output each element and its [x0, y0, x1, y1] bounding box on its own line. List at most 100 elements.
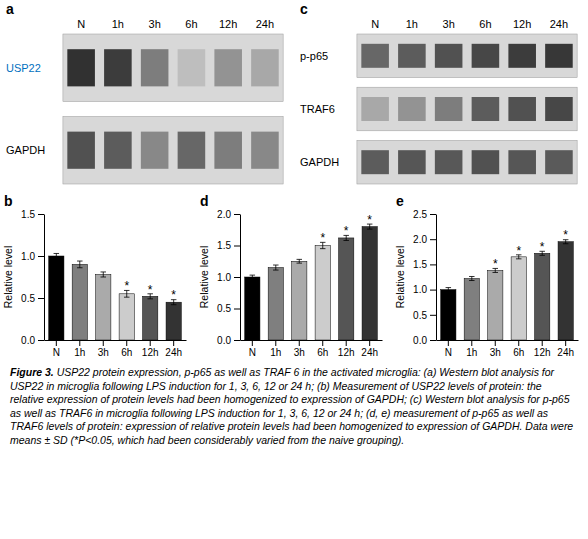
lane-label: 12h [219, 18, 237, 30]
tick-mark [322, 340, 323, 346]
band [141, 132, 169, 169]
x-tick: 3h [490, 340, 501, 358]
caption: Figure 3. USP22 protein expression, p-p6… [0, 364, 588, 447]
error-bar-cap [539, 255, 544, 256]
row-label: USP22 [6, 62, 41, 74]
panel-label: e [396, 193, 404, 209]
tick-mark [495, 340, 496, 346]
lane-label: 1h [406, 18, 418, 30]
tick-label: 0.0 [21, 335, 35, 346]
tick-mark [173, 340, 174, 346]
tick-mark [150, 340, 151, 346]
bar [558, 242, 573, 340]
tick-label: N [249, 347, 256, 358]
tick-mark [346, 340, 347, 346]
band [214, 132, 242, 169]
tick-label: 1h [74, 347, 85, 358]
lane-label: 3h [149, 18, 161, 30]
blot-panel: cN1h3h6h12h24hp-p65TRAF6GAPDH [300, 1, 577, 184]
tick-mark [38, 256, 44, 257]
plot-area [245, 224, 378, 340]
axis-line [45, 340, 187, 341]
tick-mark [56, 340, 57, 346]
band [104, 132, 132, 169]
tick-label: 1.5 [413, 259, 427, 270]
tick-label: N [53, 347, 60, 358]
band [251, 132, 279, 169]
band [472, 97, 500, 121]
band [545, 97, 573, 121]
error-bar-cap [77, 267, 82, 268]
tick-mark [252, 340, 253, 346]
x-tick: 12h [534, 340, 551, 358]
bar-panel: 0.00.51.01.5N1h3h6h12h24hRelative levelb… [2, 193, 187, 358]
error-bar [446, 288, 451, 292]
tick-mark [471, 340, 472, 346]
bar [166, 302, 181, 340]
error-bar [250, 275, 255, 279]
tick-label: 0.5 [413, 310, 427, 321]
lane-label: 1h [112, 18, 124, 30]
y-axis-title: Relative level [2, 246, 14, 308]
tick-label: 1.5 [21, 209, 35, 220]
axis-line [437, 340, 579, 341]
tick-label: 0.0 [217, 335, 231, 346]
x-tick: N [249, 340, 256, 358]
tick-mark [299, 340, 300, 346]
error-bar-cap [297, 259, 302, 260]
x-tick: 1h [74, 340, 85, 358]
tick-label: 0.5 [217, 303, 231, 314]
tick-mark [430, 239, 436, 240]
bar [268, 268, 283, 340]
error-bar-cap [273, 270, 278, 271]
x-tick: 3h [294, 340, 305, 358]
lane-label: 24h [256, 18, 274, 30]
tick-mark [542, 340, 543, 346]
y-tick: 2.5 [413, 209, 436, 220]
error-bar-cap [446, 287, 451, 288]
band [104, 49, 132, 86]
y-tick: 0.5 [21, 293, 44, 304]
error-bar-cap [563, 243, 568, 244]
error-bar-cap [124, 297, 129, 298]
x-tick: 24h [361, 340, 378, 358]
error-bar-cap [101, 277, 106, 278]
band [178, 132, 206, 169]
tick-label: 1.5 [217, 240, 231, 251]
significance-star: * [516, 244, 521, 258]
x-tick: 1h [466, 340, 477, 358]
lane-label: 6h [479, 18, 491, 30]
tick-mark [234, 309, 240, 310]
bar [245, 277, 260, 340]
error-bar-cap [250, 278, 255, 279]
error-bar-cap [367, 229, 372, 230]
tick-label: 1.0 [21, 251, 35, 262]
band [435, 44, 463, 68]
tick-label: 3h [98, 347, 109, 358]
lane-label: 24h [550, 18, 568, 30]
tick-mark [79, 340, 80, 346]
tick-mark [234, 246, 240, 247]
tick-mark [38, 298, 44, 299]
error-bar [273, 265, 278, 270]
tick-mark [234, 214, 240, 215]
x-axis: N1h3h6h12h24h [241, 340, 383, 358]
tick-label: 6h [317, 347, 328, 358]
y-tick: 1.0 [413, 284, 436, 295]
panel-label: c [300, 1, 308, 17]
tick-mark [103, 340, 104, 346]
band [361, 97, 389, 121]
error-bar-cap [320, 248, 325, 249]
y-tick: 1.0 [217, 272, 240, 283]
axis-line [240, 215, 241, 341]
tick-label: 2.5 [413, 209, 427, 220]
y-tick: 2.0 [217, 209, 240, 220]
tick-label: 6h [513, 347, 524, 358]
significance-star: * [493, 257, 498, 271]
band [472, 150, 500, 174]
blot-background [63, 116, 283, 184]
y-tick: 0.5 [217, 303, 240, 314]
bar [96, 274, 111, 340]
bar [464, 279, 479, 340]
blot-background [357, 140, 577, 184]
